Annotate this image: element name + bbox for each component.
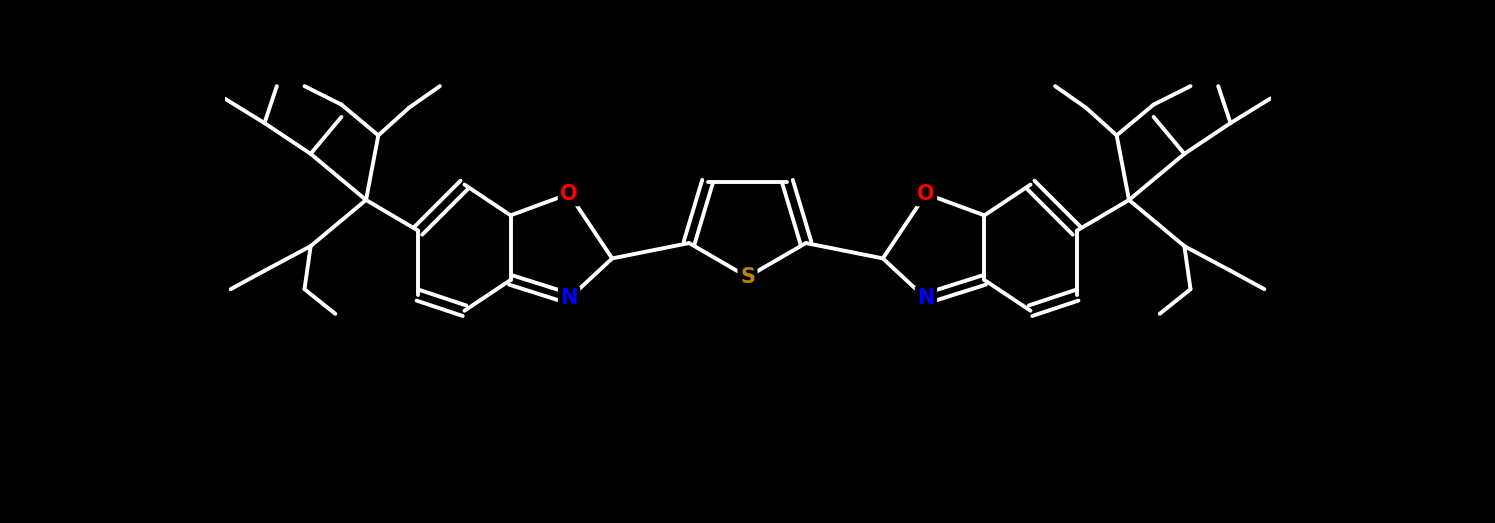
Text: O: O [561,184,579,204]
Text: O: O [916,184,934,204]
Text: N: N [561,288,577,309]
Text: S: S [740,267,755,287]
Text: N: N [918,288,934,309]
